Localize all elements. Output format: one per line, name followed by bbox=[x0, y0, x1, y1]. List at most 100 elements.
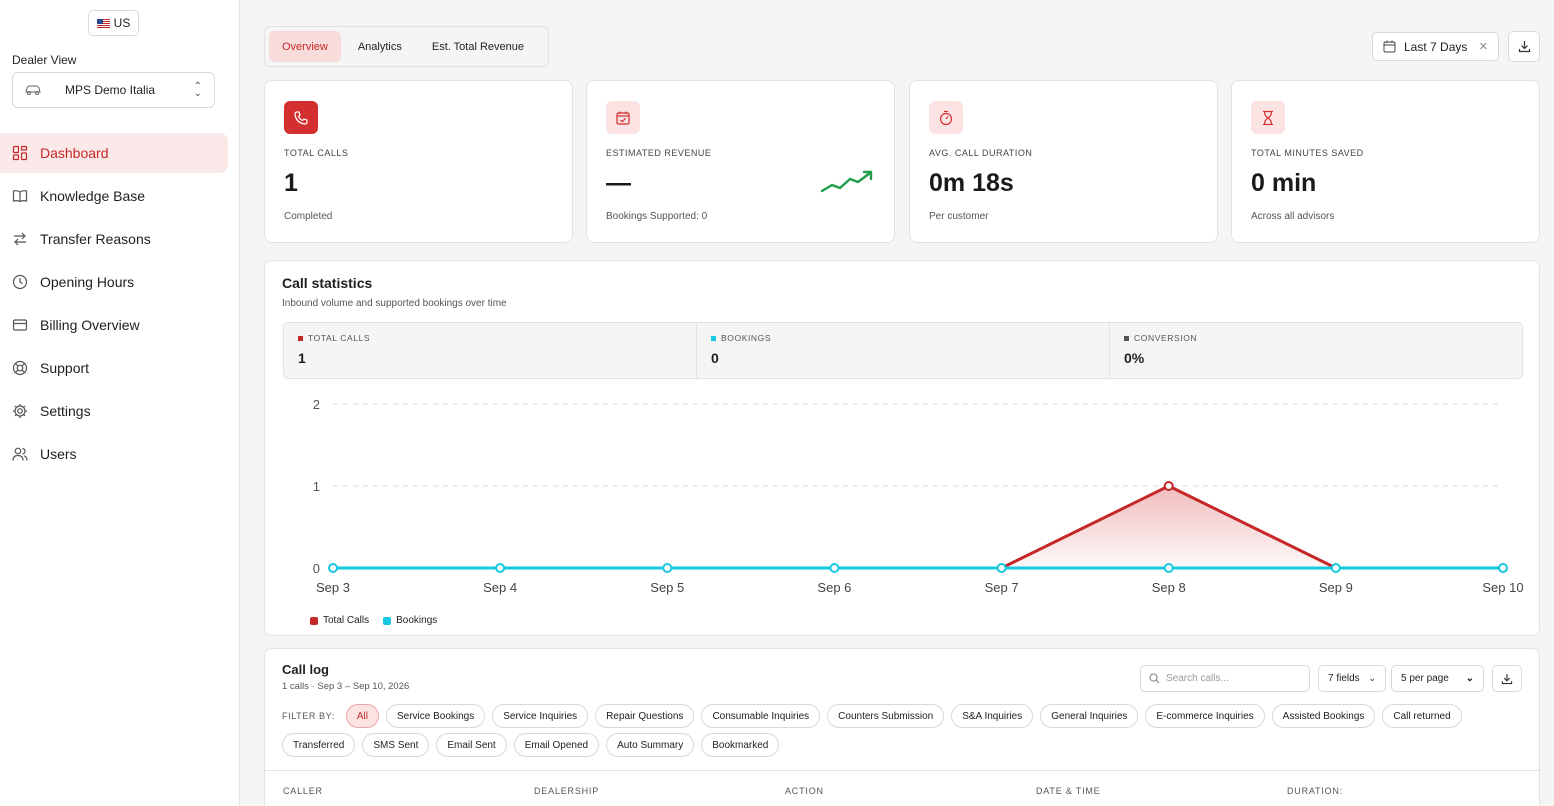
legend-item[interactable]: Total Calls bbox=[310, 615, 369, 626]
legend-swatch bbox=[310, 616, 318, 625]
call-statistics-card: Call statistics Inbound volume and suppo… bbox=[264, 260, 1540, 636]
download-button[interactable] bbox=[1508, 31, 1540, 62]
download-icon bbox=[1518, 41, 1530, 53]
stat-value: 0m 18s bbox=[929, 169, 1014, 197]
locale-label: US bbox=[113, 16, 131, 30]
chevron-updown-icon: ⌃ ⌄ bbox=[193, 81, 202, 99]
sidebar-item-label: Support bbox=[40, 360, 90, 376]
gear-icon bbox=[12, 403, 28, 419]
fields-select[interactable]: 7 fields ⌄ bbox=[1318, 665, 1386, 692]
transfer-icon bbox=[12, 231, 28, 247]
legend-item[interactable]: Bookings bbox=[383, 615, 437, 626]
phone-icon bbox=[284, 101, 318, 134]
bookings-point bbox=[1163, 563, 1174, 573]
per-page-label: 5 per page bbox=[1401, 673, 1449, 684]
sidebar-item-label: Opening Hours bbox=[40, 274, 135, 290]
sidebar-item-transfer-reasons[interactable]: Transfer Reasons bbox=[0, 219, 228, 259]
chart-title: Call statistics bbox=[282, 275, 373, 291]
legend-label: Bookings bbox=[396, 615, 438, 626]
sidebar-item-label: Users bbox=[40, 446, 77, 462]
filter-chip[interactable]: Bookmarked bbox=[701, 733, 780, 757]
chart-subtitle: Inbound volume and supported bookings ov… bbox=[282, 298, 507, 309]
export-button[interactable] bbox=[1492, 665, 1522, 692]
stat-card-total-calls: TOTAL CALLS 1 Completed bbox=[264, 80, 573, 243]
search-input[interactable]: Search calls... bbox=[1140, 665, 1310, 692]
summary-label: CONVERSION bbox=[1134, 333, 1198, 343]
column-header[interactable]: CALLER bbox=[283, 785, 323, 796]
tab-est-total-revenue[interactable]: Est. Total Revenue bbox=[431, 40, 525, 53]
summary-conversion: CONVERSION 0% bbox=[1110, 323, 1522, 378]
stat-value: 0 min bbox=[1251, 169, 1317, 197]
filter-chip[interactable]: Service Bookings bbox=[385, 704, 486, 728]
filter-chip[interactable]: Repair Questions bbox=[595, 704, 695, 728]
filter-chip[interactable]: S&A Inquiries bbox=[951, 704, 1034, 728]
summary-label: TOTAL CALLS bbox=[308, 333, 371, 343]
users-icon bbox=[12, 446, 28, 462]
filter-chip[interactable]: General Inquiries bbox=[1040, 704, 1139, 728]
column-header[interactable]: DEALERSHIP bbox=[534, 785, 600, 796]
dashboard-icon bbox=[12, 145, 28, 161]
x-tick-label: Sep 3 bbox=[316, 580, 350, 595]
stat-value: — bbox=[606, 169, 631, 197]
call-log-table-header: CALLER DEALERSHIP ACTION DATE & TIME DURATIO… bbox=[265, 770, 1539, 806]
filter-chip[interactable]: Assisted Bookings bbox=[1271, 704, 1376, 728]
filter-chip[interactable]: SMS Sent bbox=[362, 733, 430, 757]
hourglass-icon bbox=[1251, 101, 1285, 134]
bookings-point bbox=[1498, 563, 1508, 573]
sidebar-item-knowledge-base[interactable]: Knowledge Base bbox=[0, 176, 228, 216]
sidebar-item-support[interactable]: Support bbox=[0, 348, 228, 388]
locale-selector[interactable]: US bbox=[88, 10, 139, 36]
sidebar-item-dashboard[interactable]: Dashboard bbox=[0, 133, 228, 173]
filter-label: FILTER BY: bbox=[282, 711, 335, 721]
filter-chip[interactable]: All bbox=[345, 704, 379, 728]
clock-icon bbox=[12, 274, 28, 290]
stat-sub: Per customer bbox=[929, 211, 989, 222]
stat-label: TOTAL CALLS bbox=[284, 148, 349, 158]
filter-chip[interactable]: E-commerce Inquiries bbox=[1145, 704, 1265, 728]
search-placeholder: Search calls... bbox=[1166, 673, 1229, 684]
column-header[interactable]: DURATION: bbox=[1287, 785, 1344, 796]
x-tick-label: Sep 4 bbox=[483, 580, 517, 595]
filter-chip[interactable]: Email Opened bbox=[513, 733, 600, 757]
tab-analytics[interactable]: Analytics bbox=[357, 40, 402, 53]
summary-value: 1 bbox=[298, 350, 306, 366]
filter-chip[interactable]: Email Sent bbox=[436, 733, 507, 757]
legend-label: Total Calls bbox=[323, 615, 370, 626]
column-header[interactable]: DATE & TIME bbox=[1036, 785, 1101, 796]
fields-label: 7 fields bbox=[1328, 673, 1360, 684]
per-page-select[interactable]: 5 per page ⌄ bbox=[1391, 665, 1484, 692]
x-tick-label: Sep 10 bbox=[1482, 580, 1523, 595]
book-icon bbox=[12, 188, 28, 204]
sidebar: US Dealer View MPS Demo Italia ⌃ ⌄ Dashbo… bbox=[0, 0, 240, 806]
column-header[interactable]: ACTION bbox=[785, 785, 824, 796]
calendar-check-icon bbox=[606, 101, 640, 134]
summary-value: 0% bbox=[1124, 350, 1145, 366]
stat-sub: Across all advisors bbox=[1251, 211, 1335, 222]
clear-date-icon[interactable]: ✕ bbox=[1478, 41, 1488, 53]
bookings-point bbox=[328, 563, 338, 573]
summary-swatch bbox=[1124, 335, 1129, 341]
sidebar-item-opening-hours[interactable]: Opening Hours bbox=[0, 262, 228, 302]
x-tick-label: Sep 5 bbox=[650, 580, 684, 595]
call-log-title: Call log bbox=[282, 662, 329, 677]
filter-chip[interactable]: Service Inquiries bbox=[492, 704, 589, 728]
chevron-down-icon: ⌄ bbox=[1465, 673, 1474, 684]
filter-chip[interactable]: Consumable Inquiries bbox=[701, 704, 821, 728]
summary-swatch bbox=[711, 335, 716, 341]
filter-chip[interactable]: Transferred bbox=[282, 733, 356, 757]
date-range-button[interactable]: Last 7 Days ✕ bbox=[1372, 32, 1499, 61]
chart-legend: Total Calls Bookings bbox=[310, 615, 437, 626]
filter-chip[interactable]: Auto Summary bbox=[606, 733, 695, 757]
sidebar-item-users[interactable]: Users bbox=[0, 434, 228, 474]
tab-overview[interactable]: Overview bbox=[269, 31, 341, 62]
call-log-card: Call log 1 calls · Sep 3 – Sep 10, 2026 … bbox=[264, 648, 1540, 806]
sidebar-item-settings[interactable]: Settings bbox=[0, 391, 228, 431]
dealer-select[interactable]: MPS Demo Italia ⌃ ⌄ bbox=[12, 72, 215, 108]
sidebar-item-label: Dashboard bbox=[40, 145, 109, 161]
filter-chip[interactable]: Call returned bbox=[1382, 704, 1462, 728]
sidebar-item-billing-overview[interactable]: Billing Overview bbox=[0, 305, 228, 345]
sidebar-item-label: Knowledge Base bbox=[40, 188, 146, 204]
car-icon bbox=[25, 85, 41, 95]
total-calls-line bbox=[333, 484, 1503, 570]
filter-chip[interactable]: Counters Submission bbox=[827, 704, 945, 728]
